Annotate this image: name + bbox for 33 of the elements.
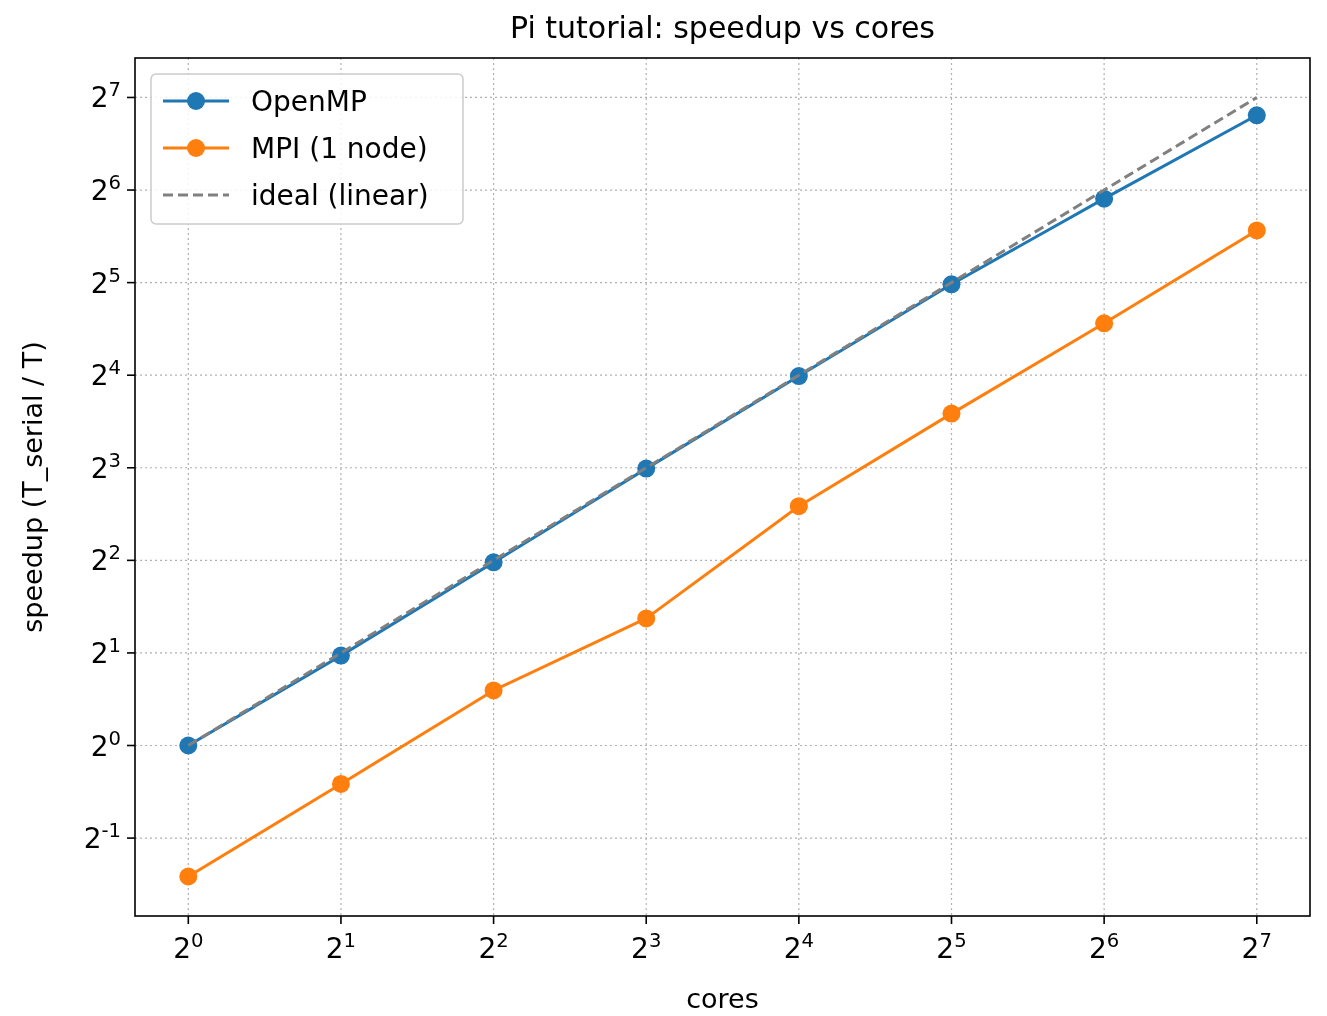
point: [1247, 221, 1266, 240]
y-tick-label: 2$^{3}$: [90, 448, 121, 485]
y-tick-label: 2$^{2}$: [90, 540, 121, 578]
point: [1095, 189, 1114, 208]
point: [942, 404, 961, 423]
legend-label: OpenMP: [251, 85, 367, 118]
point: [331, 774, 350, 793]
x-tick-label: 2$^{4}$: [783, 928, 815, 965]
y-tick-label: 2$^{0}$: [90, 726, 121, 763]
y-axis-title: speedup (T_serial / T): [17, 341, 48, 633]
point: [484, 681, 503, 700]
chart-title: Pi tutorial: speedup vs cores: [510, 10, 935, 45]
x-tick-label: 2$^{1}$: [325, 928, 357, 965]
point: [637, 609, 656, 628]
x-tick-label: 2$^{5}$: [936, 928, 967, 965]
x-tick-label: 2$^{0}$: [173, 928, 204, 965]
x-tick-label: 2$^{6}$: [1088, 928, 1120, 965]
x-tick-label: 2$^{7}$: [1241, 928, 1272, 965]
point: [789, 497, 808, 516]
point: [179, 867, 198, 886]
y-tick-label: 2$^{5}$: [90, 263, 121, 300]
y-tick-label: 2$^{1}$: [90, 633, 121, 670]
legend-label: ideal (linear): [251, 179, 429, 212]
point: [1247, 106, 1266, 125]
x-tick-label: 2$^{3}$: [631, 928, 662, 965]
y-tick-label: 2$^{7}$: [90, 77, 121, 115]
y-tick-label: 2$^{4}$: [90, 355, 121, 393]
x-tick-label: 2$^{2}$: [478, 928, 509, 965]
y-tick-label: 2$^{-1}$: [83, 818, 121, 856]
y-tick-label: 2$^{6}$: [90, 170, 121, 208]
x-axis-title: cores: [686, 983, 759, 1014]
legend-label: MPI (1 node): [251, 132, 428, 165]
point: [1095, 314, 1114, 333]
